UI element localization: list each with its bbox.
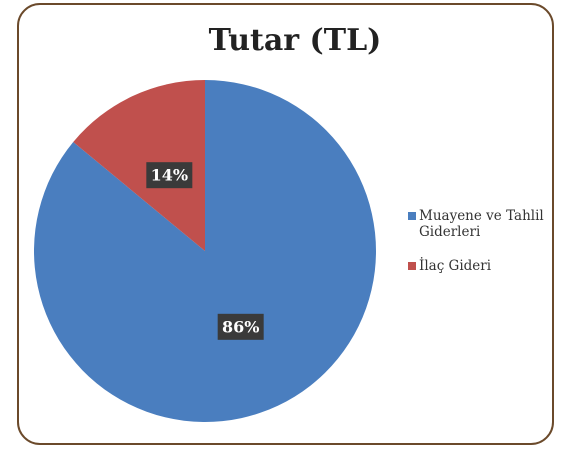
data-label-box (146, 162, 193, 189)
legend-item: Muayene ve Tahlil Giderleri (408, 208, 548, 240)
legend-item: İlaç Gideri (408, 258, 548, 274)
legend: Muayene ve Tahlil Giderleri İlaç Gideri (408, 208, 548, 292)
data-label: 14% (151, 166, 188, 185)
legend-label: Muayene ve Tahlil Giderleri (419, 208, 544, 240)
chart-title: Tutar (TL) (209, 23, 382, 58)
legend-swatch (408, 262, 416, 270)
legend-label: İlaç Gideri (419, 258, 492, 274)
pie-slice (33, 80, 377, 422)
legend-swatch (408, 212, 416, 220)
data-label: 86% (222, 317, 259, 336)
data-label-box (217, 313, 264, 340)
pie-slice (73, 80, 205, 251)
